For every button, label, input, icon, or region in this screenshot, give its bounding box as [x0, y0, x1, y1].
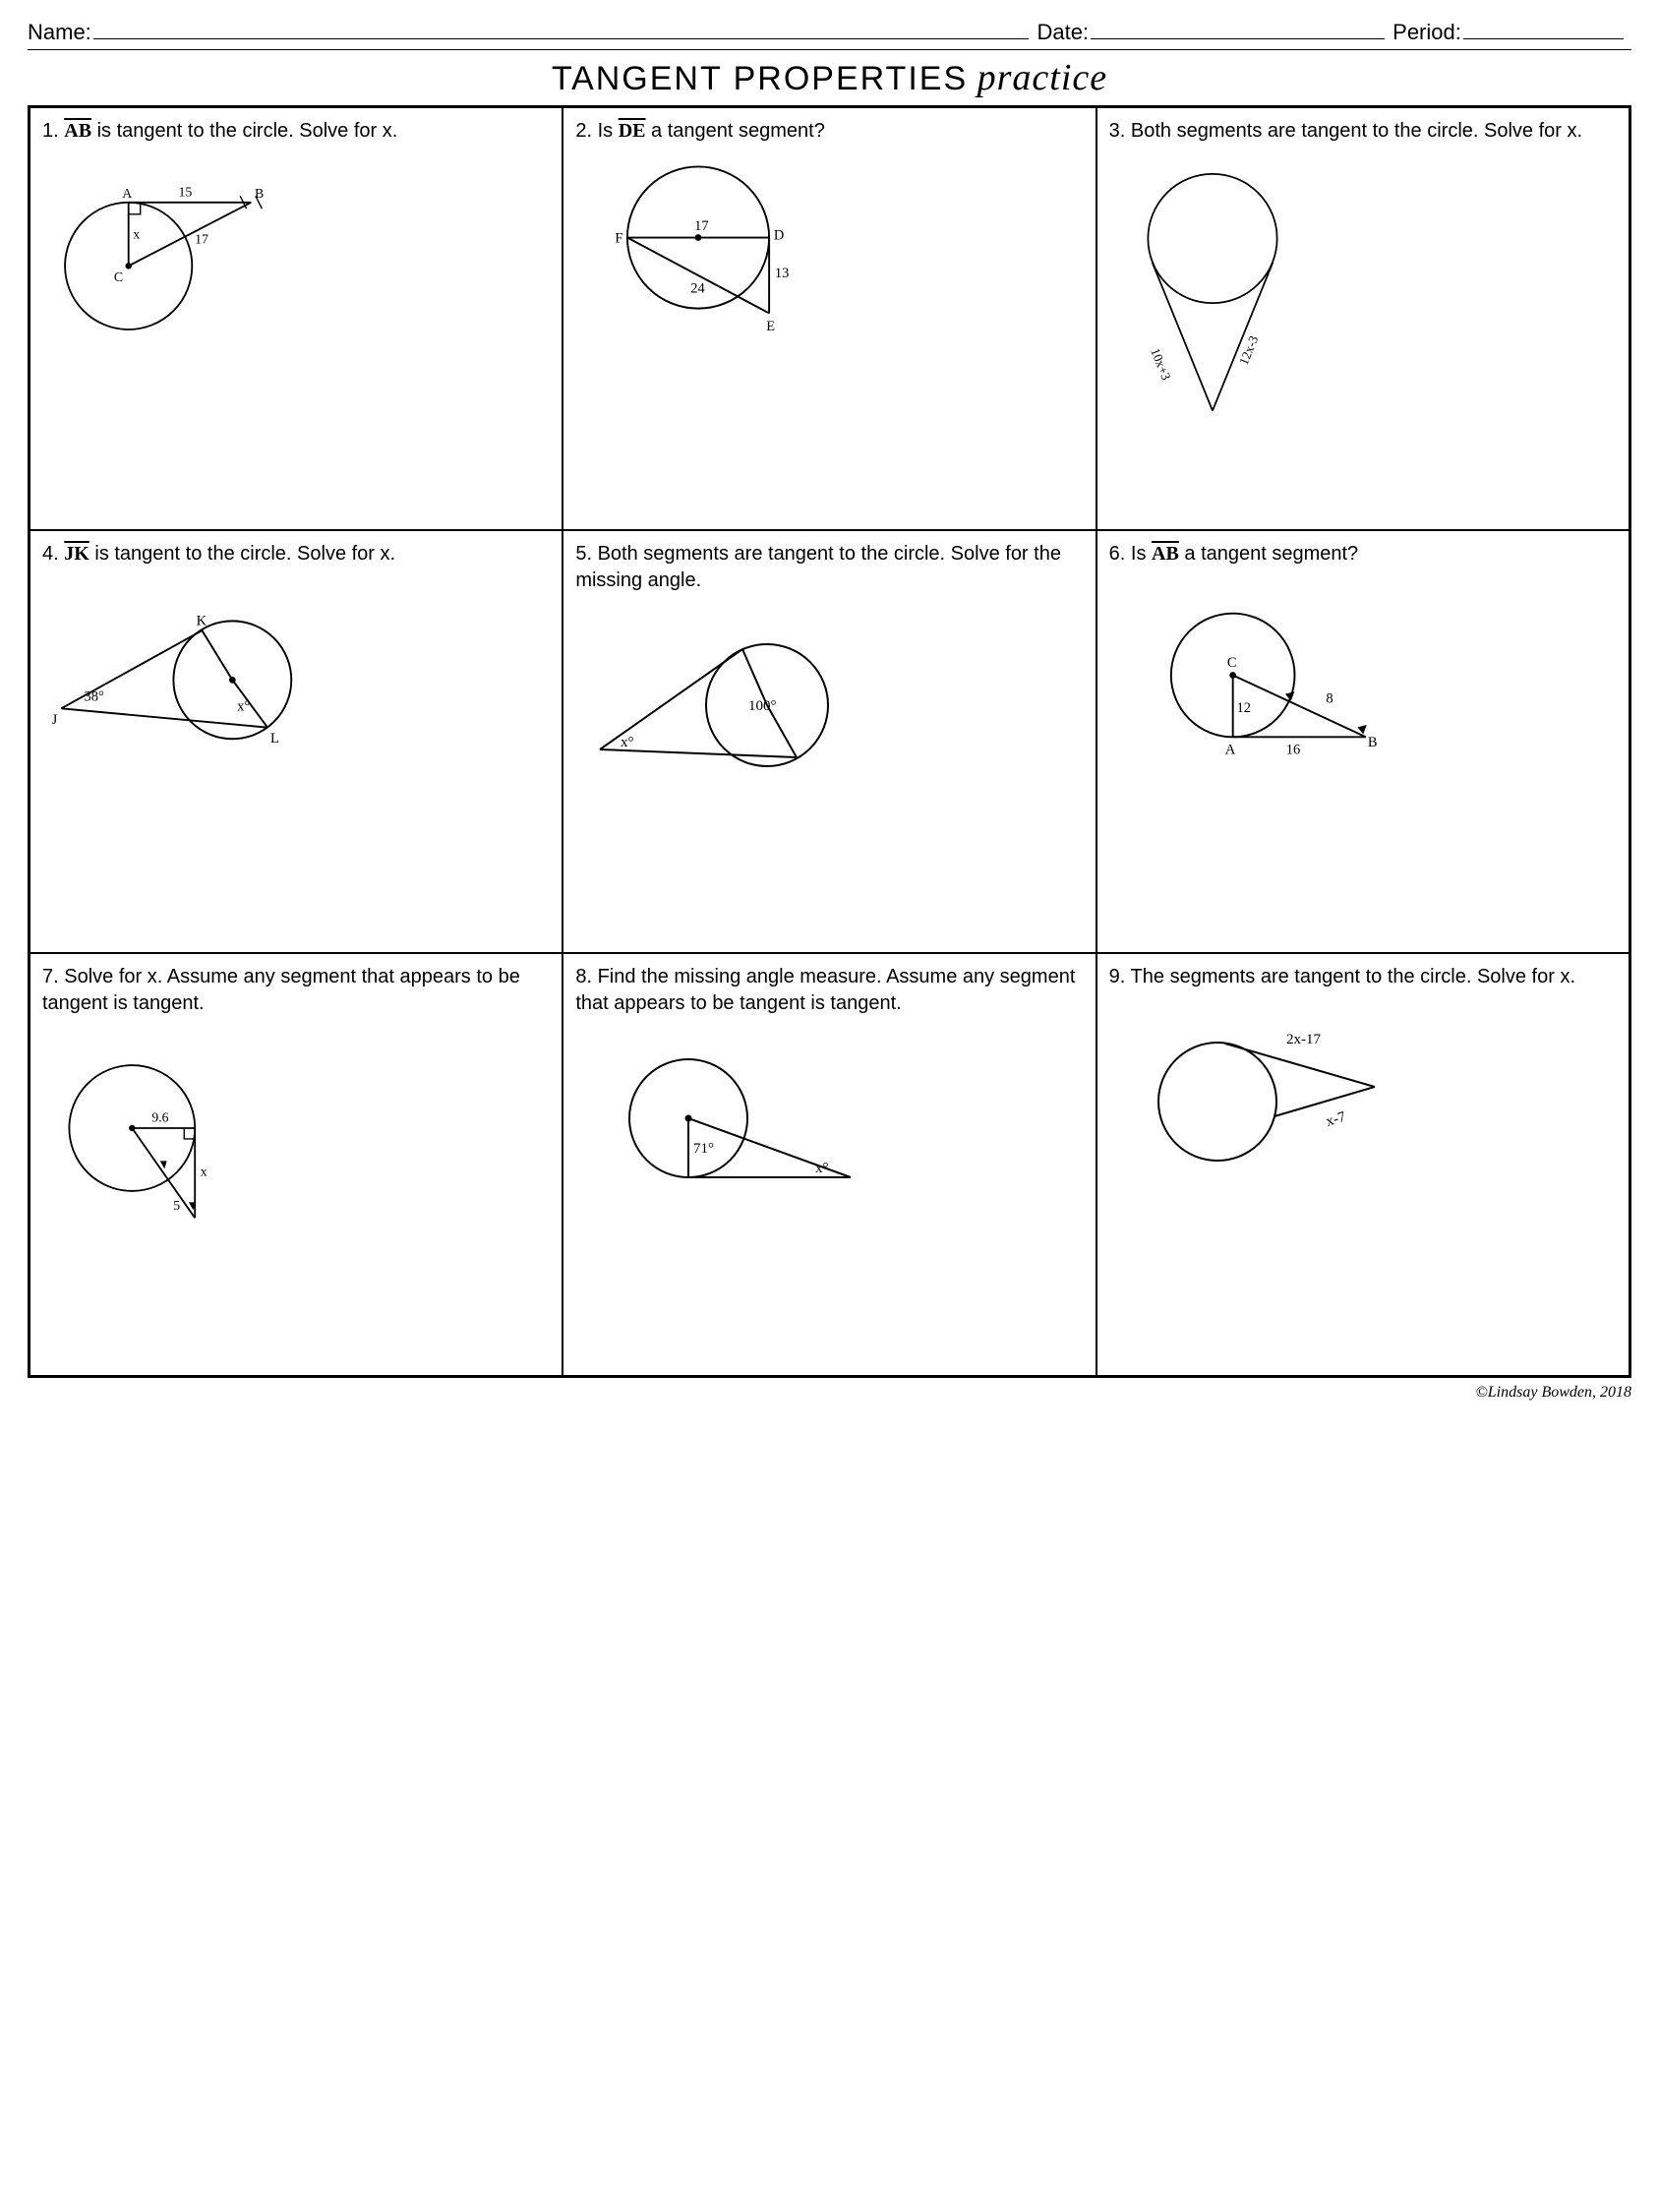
- svg-text:x°: x°: [237, 698, 250, 714]
- svg-text:24: 24: [691, 280, 705, 296]
- figure-4: K J L 38° x°: [42, 575, 327, 775]
- svg-text:x°: x°: [621, 735, 634, 750]
- figure-9: 2x-17 x-7: [1109, 998, 1404, 1185]
- svg-text:15: 15: [178, 184, 192, 199]
- prompt-1: 1. AB is tangent to the circle. Solve fo…: [42, 118, 550, 145]
- text: is tangent to the circle. Solve for x.: [89, 543, 395, 565]
- svg-text:B: B: [1368, 735, 1378, 750]
- problem-4: 4. JK is tangent to the circle. Solve fo…: [30, 530, 563, 953]
- footer-credit: ©Lindsay Bowden, 2018: [28, 1384, 1631, 1402]
- text: Is: [1131, 543, 1152, 565]
- svg-text:13: 13: [775, 266, 789, 281]
- svg-text:D: D: [774, 227, 784, 243]
- num: 4.: [42, 543, 59, 565]
- svg-text:2x-17: 2x-17: [1286, 1032, 1321, 1047]
- problem-7: 7. Solve for x. Assume any segment that …: [30, 953, 563, 1376]
- svg-text:16: 16: [1285, 743, 1299, 758]
- problem-2: 2. Is DE a tangent segment? F D E 17 13 …: [563, 107, 1096, 530]
- period-label: Period:: [1392, 20, 1461, 45]
- svg-text:A: A: [122, 186, 132, 201]
- prompt-7: 7. Solve for x. Assume any segment that …: [42, 964, 550, 1017]
- prompt-9: 9. The segments are tangent to the circl…: [1109, 964, 1617, 990]
- svg-text:17: 17: [195, 231, 208, 246]
- svg-text:10x+3: 10x+3: [1148, 346, 1174, 383]
- svg-text:5: 5: [173, 1198, 180, 1213]
- header-rule: [28, 49, 1631, 50]
- svg-text:38°: 38°: [85, 689, 105, 705]
- segment: AB: [64, 120, 91, 142]
- svg-text:17: 17: [694, 218, 708, 234]
- worksheet-title: TANGENT PROPERTIES practice: [28, 56, 1631, 99]
- figure-7: 9.6 x 5: [42, 1025, 249, 1249]
- num: 6.: [1109, 543, 1126, 565]
- num: 2.: [575, 120, 592, 142]
- figure-5: 100° x°: [575, 602, 870, 799]
- svg-text:100°: 100°: [748, 698, 777, 714]
- figure-3: 10x+3 12x-3: [1109, 152, 1316, 428]
- figure-6: C A B 12 16 8: [1109, 575, 1394, 785]
- figure-2: F D E 17 13 24: [575, 152, 821, 370]
- prompt-5: 5. Both segments are tangent to the circ…: [575, 541, 1083, 594]
- svg-text:8: 8: [1326, 691, 1333, 707]
- svg-text:B: B: [255, 186, 264, 201]
- prompt-6: 6. Is AB a tangent segment?: [1109, 541, 1617, 568]
- num: 9.: [1109, 966, 1126, 987]
- date-label: Date:: [1037, 20, 1089, 45]
- text2: a tangent segment?: [646, 120, 825, 142]
- num: 1.: [42, 120, 59, 142]
- svg-text:9.6: 9.6: [151, 1110, 168, 1125]
- text: Is: [598, 120, 619, 142]
- prompt-4: 4. JK is tangent to the circle. Solve fo…: [42, 541, 550, 568]
- problem-5: 5. Both segments are tangent to the circ…: [563, 530, 1096, 953]
- title-main: TANGENT PROPERTIES: [552, 60, 968, 97]
- period-blank[interactable]: [1463, 38, 1624, 39]
- problem-8: 8. Find the missing angle measure. Assum…: [563, 953, 1096, 1376]
- text: Both segments are tangent to the circle.…: [1131, 120, 1582, 142]
- date-blank[interactable]: [1091, 38, 1385, 39]
- svg-text:12: 12: [1236, 700, 1250, 716]
- segment: JK: [64, 543, 89, 565]
- problem-1: 1. AB is tangent to the circle. Solve fo…: [30, 107, 563, 530]
- text: is tangent to the circle. Solve for x.: [91, 120, 397, 142]
- segment: AB: [1152, 543, 1179, 565]
- num: 8.: [575, 966, 592, 987]
- svg-text:K: K: [197, 613, 207, 628]
- problem-9: 9. The segments are tangent to the circl…: [1096, 953, 1629, 1376]
- num: 7.: [42, 966, 59, 987]
- title-script: practice: [978, 57, 1108, 98]
- svg-text:L: L: [270, 731, 279, 747]
- segment: DE: [619, 120, 646, 142]
- figure-1: A B C 15 17 x: [42, 152, 278, 352]
- svg-text:x: x: [133, 227, 140, 242]
- prompt-2: 2. Is DE a tangent segment?: [575, 118, 1083, 145]
- prompt-8: 8. Find the missing angle measure. Assum…: [575, 964, 1083, 1017]
- name-blank[interactable]: [93, 38, 1030, 39]
- svg-text:A: A: [1225, 743, 1236, 758]
- header-line: Name: Date: Period:: [28, 20, 1631, 45]
- svg-text:F: F: [616, 230, 623, 246]
- svg-text:12x-3: 12x-3: [1236, 333, 1262, 367]
- svg-text:x-7: x-7: [1324, 1109, 1347, 1130]
- svg-text:C: C: [114, 269, 123, 284]
- text: The segments are tangent to the circle. …: [1131, 966, 1575, 987]
- text: Find the missing angle measure. Assume a…: [575, 966, 1075, 1014]
- text: Solve for x. Assume any segment that app…: [42, 966, 520, 1014]
- name-label: Name:: [28, 20, 91, 45]
- text: Both segments are tangent to the circle.…: [575, 543, 1061, 591]
- problem-grid: 1. AB is tangent to the circle. Solve fo…: [28, 105, 1631, 1378]
- num: 3.: [1109, 120, 1126, 142]
- prompt-3: 3. Both segments are tangent to the circ…: [1109, 118, 1617, 145]
- problem-6: 6. Is AB a tangent segment? C A B 12 16 …: [1096, 530, 1629, 953]
- svg-text:C: C: [1227, 655, 1237, 671]
- num: 5.: [575, 543, 592, 565]
- figure-8: 71° x°: [575, 1025, 870, 1222]
- text2: a tangent segment?: [1179, 543, 1358, 565]
- svg-text:x°: x°: [815, 1161, 829, 1176]
- svg-text:x: x: [201, 1164, 207, 1178]
- svg-text:71°: 71°: [693, 1141, 714, 1157]
- svg-text:E: E: [767, 319, 776, 334]
- problem-3: 3. Both segments are tangent to the circ…: [1096, 107, 1629, 530]
- svg-text:J: J: [52, 712, 58, 728]
